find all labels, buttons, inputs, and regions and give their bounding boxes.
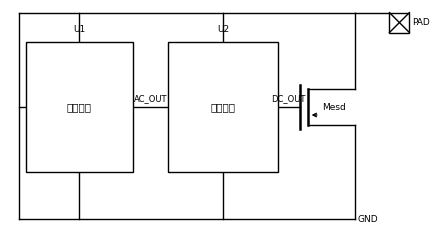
Text: GND: GND [357,215,378,224]
Text: U1: U1 [73,26,86,35]
Text: Mesd: Mesd [322,103,345,112]
Bar [168,42,278,172]
Text: U2: U2 [217,26,229,35]
Text: 交流检测: 交流检测 [67,102,92,112]
Text: 直流检测: 直流检测 [211,102,236,112]
Text: PAD: PAD [413,18,430,27]
Text: AC_OUT: AC_OUT [134,94,167,103]
Bar [389,13,409,32]
Bar [26,42,133,172]
Text: DC_OUT: DC_OUT [271,94,306,103]
